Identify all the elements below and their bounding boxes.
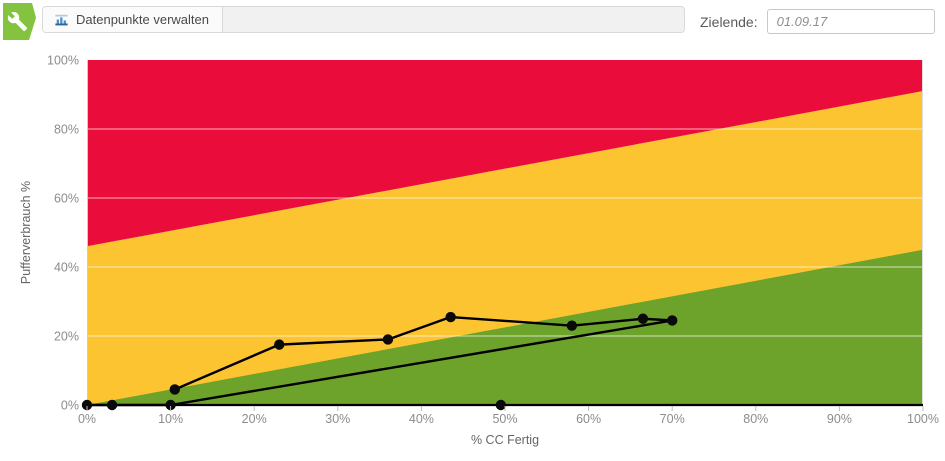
y-tick-label: 20% xyxy=(54,330,79,344)
x-axis-title: % CC Fertig xyxy=(471,433,539,447)
x-tick-label: 80% xyxy=(743,412,768,426)
y-tick-label: 40% xyxy=(54,261,79,275)
data-point xyxy=(81,399,93,411)
data-point xyxy=(169,384,180,395)
target-end-label: Zielende: xyxy=(700,13,758,30)
x-tick-label: 20% xyxy=(242,412,267,426)
y-tick-label: 0% xyxy=(61,399,79,413)
zone-green xyxy=(87,249,923,405)
zone-red xyxy=(87,60,923,247)
y-tick-label: 100% xyxy=(47,54,79,68)
data-point xyxy=(495,399,507,411)
manage-datapoints-button[interactable]: Datenpunkte verwalten xyxy=(43,7,223,32)
data-point xyxy=(106,399,118,411)
app-badge[interactable] xyxy=(3,3,36,40)
x-tick-label: 30% xyxy=(325,412,350,426)
wrench-icon xyxy=(7,11,28,32)
data-point xyxy=(445,311,456,323)
x-tick-label: 50% xyxy=(492,412,517,426)
data-point xyxy=(165,399,176,411)
toolbar-empty-area xyxy=(222,7,684,32)
target-end-date-input[interactable] xyxy=(766,9,935,34)
x-tick-label: 100% xyxy=(907,412,939,426)
toolbar: Datenpunkte verwalten Zielende: xyxy=(0,0,945,46)
chart-area: 0% 10% 20% 30% 40% 50% 60% 70% 80% 90% 100% 0% 20% 40… xyxy=(0,46,945,461)
y-axis-title: Pufferverbrauch % xyxy=(19,181,33,284)
y-tick-label: 80% xyxy=(54,123,79,137)
data-point xyxy=(667,315,678,326)
toolbar-button-group: Datenpunkte verwalten xyxy=(42,6,685,33)
fever-chart: 0% 10% 20% 30% 40% 50% 60% 70% 80% 90% 100% 0% 20% 40… xyxy=(19,54,939,448)
x-tick-label: 10% xyxy=(158,412,183,426)
x-tick-label: 60% xyxy=(576,412,601,426)
y-tick-label: 60% xyxy=(54,192,79,206)
data-point xyxy=(274,339,285,350)
bar-chart-icon xyxy=(55,14,68,25)
data-point xyxy=(566,320,578,331)
manage-datapoints-label: Datenpunkte verwalten xyxy=(76,12,209,27)
target-end-group: Zielende: xyxy=(700,8,935,35)
x-tick-label: 40% xyxy=(409,412,434,426)
x-tick-label: 90% xyxy=(827,412,852,426)
data-point xyxy=(382,334,394,345)
data-point xyxy=(637,313,649,324)
x-tick-label: 0% xyxy=(78,412,96,426)
x-tick-label: 70% xyxy=(660,412,685,426)
